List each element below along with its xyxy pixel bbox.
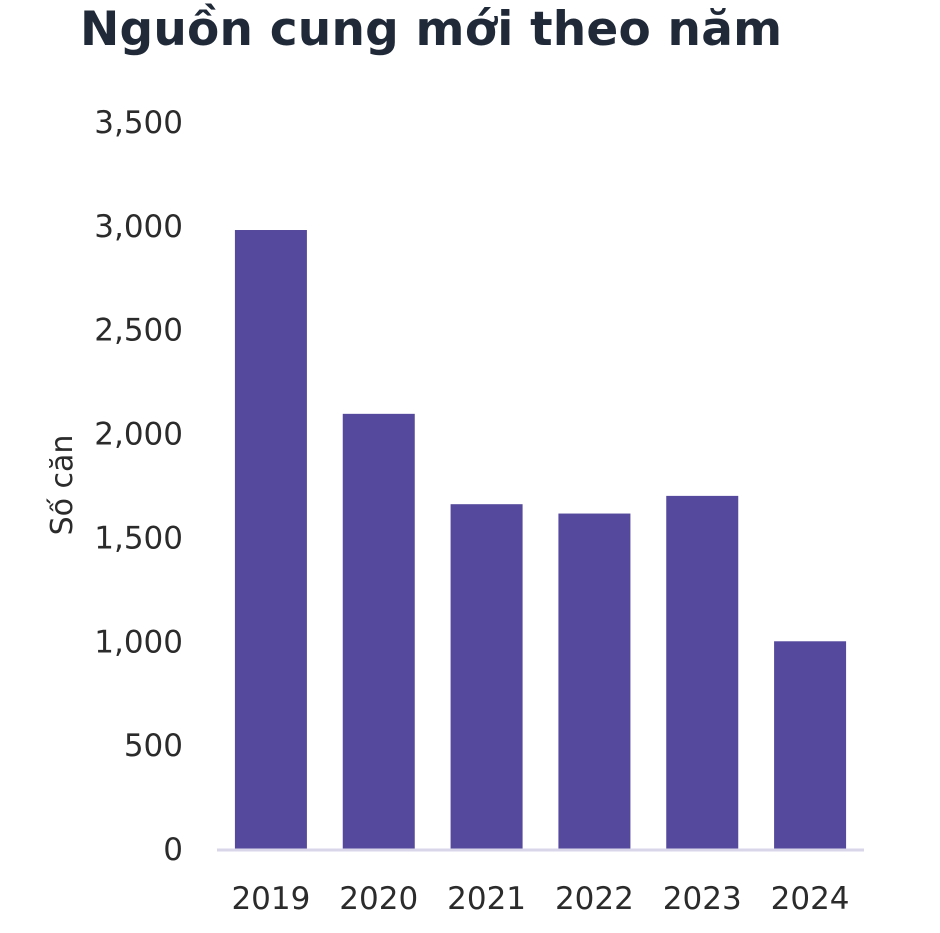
x-tick-label: 2023 — [663, 881, 742, 917]
y-tick-label: 1,000 — [94, 624, 183, 660]
x-axis-ticks: 2019 2020 2021 2022 2023 2024 — [231, 881, 849, 917]
y-tick-label: 3,000 — [94, 209, 183, 245]
x-tick-label: 2019 — [231, 881, 310, 917]
x-tick-label: 2020 — [339, 881, 418, 917]
bar-2024 — [774, 641, 847, 849]
y-tick-label: 3,500 — [94, 105, 183, 141]
y-axis-label: Số căn — [45, 435, 80, 536]
y-tick-label: 2,000 — [94, 417, 183, 453]
bar-2019 — [234, 230, 307, 850]
y-axis-ticks: 0 500 1,000 1,500 2,000 2,500 3,000 3,500 — [94, 105, 183, 868]
bar-2022 — [558, 513, 631, 849]
bar-2023 — [666, 495, 739, 849]
x-tick-label: 2022 — [555, 881, 634, 917]
y-tick-label: 1,500 — [94, 520, 183, 556]
bars — [234, 230, 847, 850]
y-tick-label: 500 — [124, 728, 183, 764]
bar-2021 — [450, 504, 523, 849]
y-tick-label: 0 — [163, 832, 183, 868]
x-tick-label: 2021 — [447, 881, 526, 917]
bar-2020 — [342, 413, 415, 849]
x-tick-label: 2024 — [771, 881, 850, 917]
y-tick-label: 2,500 — [94, 313, 183, 349]
chart-title: Nguồn cung mới theo năm — [80, 2, 783, 57]
